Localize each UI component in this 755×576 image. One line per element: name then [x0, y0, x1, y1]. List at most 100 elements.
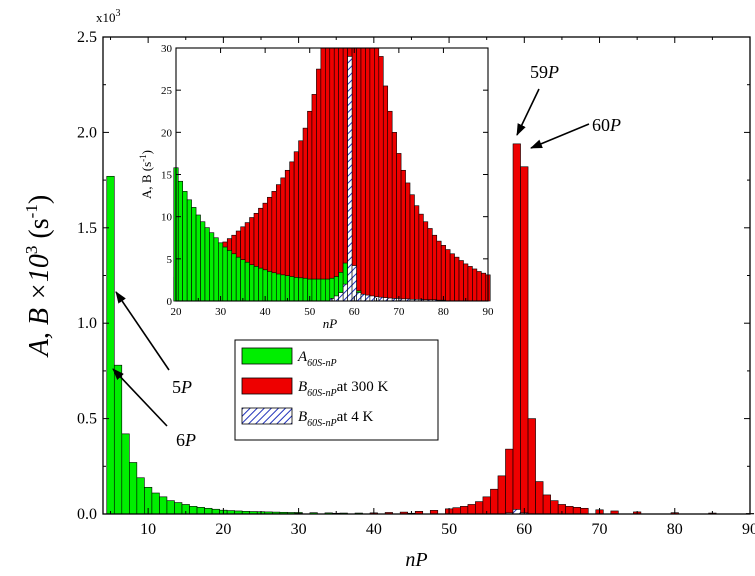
- bar-main-s0-16: [189, 506, 198, 515]
- bar-main-s1-58: [505, 448, 514, 515]
- bar-inset-s0-23: [186, 199, 192, 302]
- annotation-label-2: 59P: [530, 62, 559, 82]
- x-tick-label: 90: [742, 521, 755, 538]
- bar-inset-s1-83: [454, 256, 460, 302]
- bar-inset-s0-31: [222, 246, 228, 302]
- x-tick-label: 70: [592, 521, 608, 538]
- bar-inset-s1-50: [307, 110, 313, 302]
- bar-main-s0-19: [211, 508, 220, 515]
- x-axis-title: nP: [405, 549, 427, 571]
- inset-x-tick-label: 70: [393, 306, 405, 318]
- bar-main-s0-18: [204, 507, 213, 515]
- bar-inset-s2-59: [347, 56, 353, 302]
- inset-y-tick-label: 0: [167, 296, 173, 308]
- x-tick-label: 20: [215, 521, 231, 538]
- y-tick-label: 0.5: [77, 411, 97, 428]
- y-tick-label: 0.0: [77, 506, 97, 523]
- bar-inset-s1-60: [351, 47, 357, 302]
- inset-x-tick-label: 50: [304, 306, 316, 318]
- bar-main-s1-61: [527, 418, 536, 515]
- bar-main-s1-53: [467, 504, 476, 515]
- bar-inset-s1-71: [400, 169, 406, 302]
- bar-inset-s0-41: [267, 271, 273, 302]
- bar-inset-s1-72: [405, 182, 411, 302]
- bar-inset-s0-48: [298, 277, 304, 302]
- bar-inset-s0-38: [253, 266, 259, 302]
- bar-inset-s1-68: [387, 110, 393, 302]
- inset-x-tick-label: 90: [483, 306, 495, 318]
- bar-inset-s2-57: [338, 292, 344, 302]
- bar-inset-s0-22: [182, 191, 188, 302]
- bar-inset-s1-57: [338, 47, 344, 302]
- bar-inset-s1-75: [418, 213, 424, 302]
- legend-label-0: A60S-nP: [297, 349, 337, 369]
- bar-inset-s0-54: [325, 278, 331, 302]
- bar-inset-s1-52: [316, 68, 322, 302]
- x-tick-label: 50: [441, 521, 457, 538]
- y-tick-label: 2.0: [77, 124, 97, 141]
- bar-inset-s0-42: [271, 272, 277, 302]
- bar-inset-s0-47: [293, 277, 299, 302]
- bar-inset-s1-62: [360, 47, 366, 302]
- y-title-exp: 3: [22, 246, 41, 255]
- x-tick-label: 60: [516, 521, 532, 538]
- annotation-number: 5: [172, 377, 181, 397]
- inset-chart: 20 30 40 50 60 70 80 90 0 5 10 15 20 25 30 nP A, B (s-1): [138, 43, 494, 331]
- inset-x-tick-label: 30: [215, 306, 227, 318]
- bar-main-s1-51: [452, 507, 461, 515]
- bar-inset-s1-84: [458, 260, 464, 302]
- bar-main-s1-66: [565, 506, 574, 515]
- bar-inset-s2-56: [333, 295, 339, 302]
- bar-inset-s0-21: [177, 180, 183, 302]
- annotation-letter: P: [609, 115, 621, 135]
- legend-label-1: B60S-nPat 300 K: [298, 379, 388, 399]
- bar-inset-s1-70: [396, 153, 402, 302]
- bar-inset-s2-66: [378, 296, 384, 302]
- bar-inset-s0-52: [316, 278, 322, 302]
- annotation-arrow-0: [115, 291, 170, 371]
- y-tick-label: 1.0: [77, 315, 97, 332]
- legend-label-sub: 60S-nP: [307, 418, 336, 429]
- inset-y-tick-label: 5: [167, 254, 173, 266]
- x-tick-label: 80: [667, 521, 683, 538]
- inset-y-tick-label: 10: [161, 212, 173, 224]
- bar-inset-s2-62: [360, 293, 366, 302]
- bar-main-s0-17: [196, 507, 205, 515]
- bar-inset-s1-78: [431, 234, 438, 302]
- bar-inset-s1-79: [436, 240, 442, 302]
- bar-main-s1-59: [512, 143, 521, 515]
- bar-inset-s0-49: [302, 277, 308, 302]
- inset-x-tick-label: 20: [171, 306, 183, 318]
- bar-inset-s1-48: [298, 140, 304, 302]
- legend-swatch-2: [241, 407, 293, 425]
- bar-inset-s0-28: [209, 232, 215, 302]
- bar-main-s1-68: [580, 507, 589, 515]
- y-title-close: ): [24, 195, 55, 204]
- bar-inset-s0-53: [320, 278, 326, 302]
- bar-inset-s1-55: [329, 47, 335, 302]
- bar-main-s0-5: [106, 175, 115, 515]
- bar-inset-s1-56: [333, 47, 339, 302]
- inset-x-axis-title: nP: [323, 316, 338, 331]
- bar-main-s1-67: [572, 507, 582, 515]
- y-title-main: A, B ×10: [24, 254, 55, 358]
- y-tick-label: 1.5: [77, 220, 97, 237]
- inset-x-tick-label: 80: [438, 306, 450, 318]
- annotation-arrow-2: [516, 88, 540, 136]
- bar-main-s1-54: [475, 501, 484, 515]
- x-tick-label: 10: [140, 521, 156, 538]
- bar-inset-s2-64: [369, 295, 375, 302]
- bar-inset-s2-60: [351, 265, 357, 302]
- bar-inset-s1-65: [374, 47, 380, 302]
- bar-inset-s1-63: [365, 47, 371, 302]
- bar-inset-s1-73: [409, 194, 415, 302]
- bar-inset-s1-69: [391, 132, 397, 302]
- annotation-number: 6: [176, 430, 185, 450]
- inset-y-axis-title: A, B (s-1): [138, 150, 154, 199]
- bar-main-s0-14: [174, 502, 183, 515]
- bar-inset-s1-80: [440, 245, 446, 302]
- bar-main-s0-8: [129, 462, 138, 515]
